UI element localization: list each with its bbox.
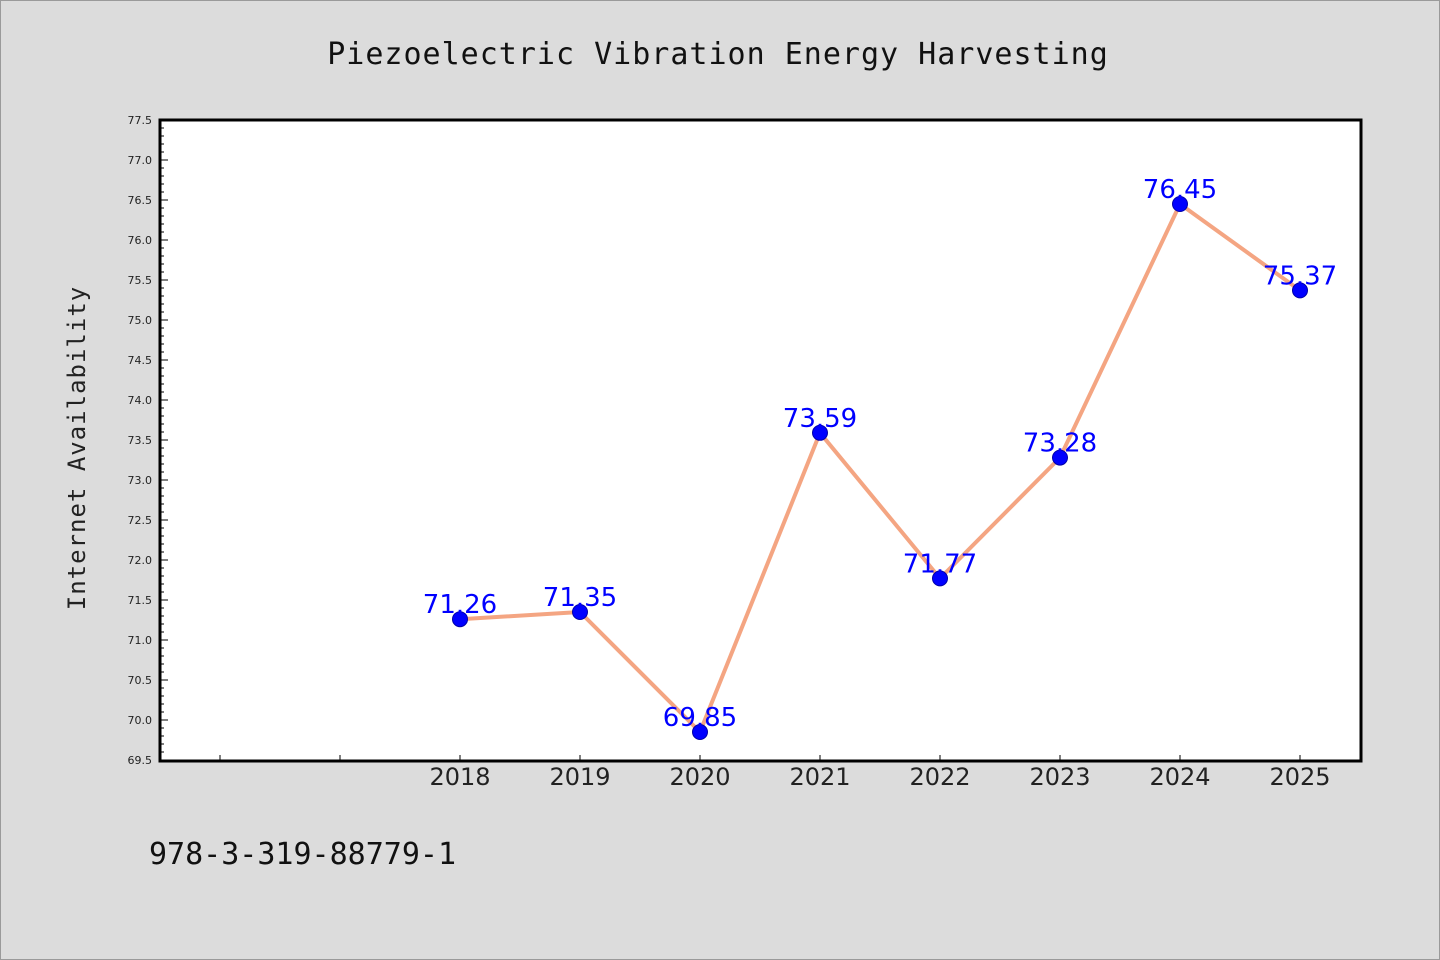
y-tick-label: 71.5 [128,594,153,607]
y-tick-label: 77.5 [128,114,153,127]
data-point [932,570,948,587]
data-label: 75.37 [1263,261,1337,291]
data-point [452,611,468,628]
data-label: 73.28 [1023,429,1097,459]
y-tick-label: 70.5 [128,674,153,687]
data-point [572,604,588,620]
data-label: 69.85 [663,703,737,733]
y-tick-label: 73.5 [128,434,153,447]
data-point [1172,196,1188,212]
x-tick-label: 2024 [1149,763,1210,791]
data-label: 71.26 [423,590,497,620]
x-tick-label: 2025 [1269,763,1330,791]
y-tick-label: 75.0 [128,314,153,327]
footer-code: 978-3-319-88779-1 [149,837,456,872]
y-axis: 69.5 70.0 70.5 71.0 71.5 72.0 72.5 73.0 73.5 74.0… [128,114,168,767]
x-tick-label: 2018 [429,763,490,791]
data-label: 76.45 [1143,175,1217,205]
x-tick-label: 2019 [549,763,610,791]
y-tick-label: 71.0 [128,634,153,647]
data-point [692,724,708,740]
y-tick-label: 74.0 [128,394,153,407]
data-label: 71.35 [543,583,617,613]
series-line [459,202,1302,734]
y-tick-label: 72.0 [128,554,153,567]
data-point [1292,282,1308,299]
x-tick-label: 2022 [909,763,970,791]
y-tick-label: 73.0 [128,474,153,487]
y-tick-label: 76.0 [128,234,153,247]
y-tick-label: 69.5 [128,754,153,767]
data-point [812,424,828,441]
data-label: 71.77 [903,549,977,579]
y-tick-label: 72.5 [128,514,153,527]
y-tick-label: 70.0 [128,714,153,727]
series-group [452,196,1308,740]
data-point [1052,449,1068,466]
data-labels-group: 71.26 71.35 69.85 73.59 71.77 73.28 76.45 75.37 [423,175,1337,733]
y-tick-label: 77.0 [128,154,153,167]
x-tick-label: 2021 [789,763,850,791]
y-tick-label: 75.5 [128,274,153,287]
x-tick-label: 2023 [1029,763,1090,791]
x-tick-label: 2020 [669,763,730,791]
y-axis-label: Internet Availability [63,286,91,610]
plot-area [160,120,1361,761]
x-axis: 2018 2019 2020 2021 2022 2023 2024 2025 [219,755,1331,791]
y-tick-label: 74.5 [128,354,153,367]
chart-title: Piezoelectric Vibration Energy Harvestin… [327,37,1109,72]
data-label: 73.59 [783,404,857,434]
y-tick-label: 76.5 [128,194,153,207]
plot-border [158,118,1363,763]
